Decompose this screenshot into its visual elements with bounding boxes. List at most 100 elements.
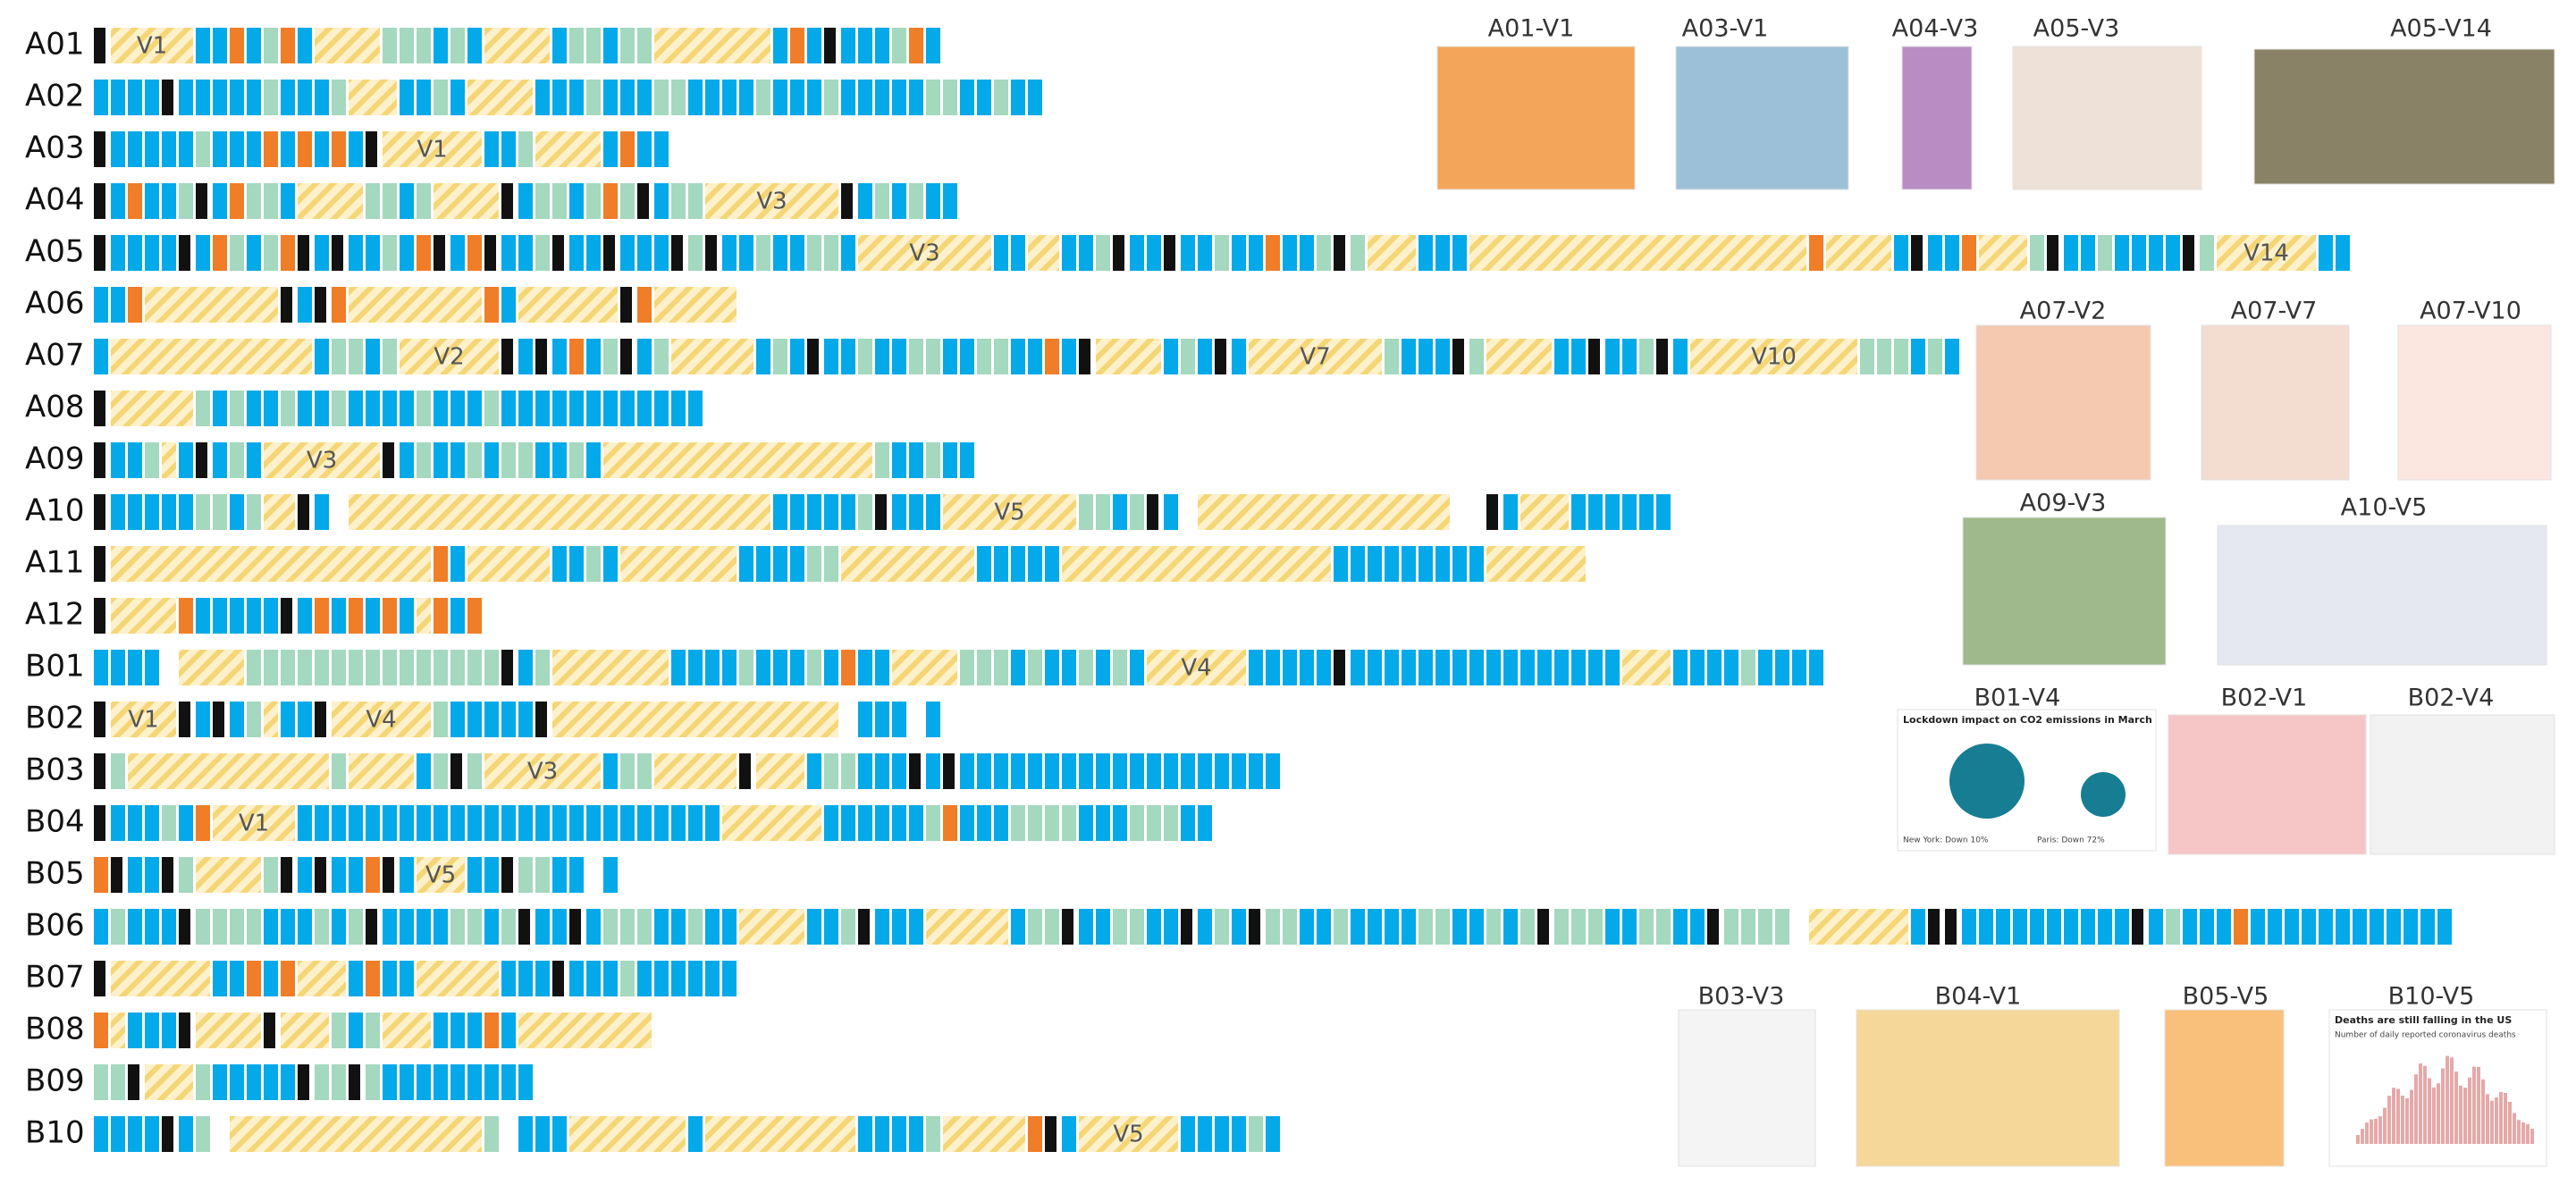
cell-blue [2285,909,2299,945]
cell-blue [620,391,635,426]
cell-blue [654,131,669,167]
thumbnail-label: B04-V1 [1935,983,2022,1011]
cell-blue [1266,753,1280,789]
row-label: A05 [25,234,85,270]
cell-blue [892,753,906,789]
cell-hatched [383,1013,431,1048]
cell-blue [603,546,618,582]
cell-blue [111,80,125,115]
cell-green [264,235,278,271]
cell-blue [552,28,567,63]
cell-blue [756,650,770,685]
cell-blue [94,650,108,685]
thumbnail-label: B02-V4 [2408,685,2495,712]
cell-blue [111,442,125,478]
cell-green [671,183,686,219]
cell-hatched [620,546,737,582]
cell-blue [875,702,889,737]
cell-green [994,650,1008,685]
cell-blue [1690,909,1705,945]
cell-blue [1605,650,1620,685]
cell-blue [230,1064,244,1100]
cell-blue [1045,546,1059,582]
cell-blue [467,805,482,841]
thumbnail-shape [1949,744,2025,819]
cell-hatched [671,339,753,374]
cell-green [434,702,448,737]
cell-black [264,1013,275,1048]
thumbnail-shape [2521,1122,2525,1144]
cell-blue [298,80,312,115]
cell-blue [892,80,906,115]
cell-blue [264,961,278,996]
cell-blue [400,442,414,478]
cell-green [1860,339,1874,374]
cell-green [467,909,482,945]
cell-blue [1266,650,1280,685]
cell-blue [654,961,669,996]
cell-blue [1232,753,1246,789]
cell-green [518,857,533,893]
cell-hatched [111,702,176,737]
cell-black [281,287,292,323]
cell-green [858,494,872,530]
cell-blue [841,235,855,271]
cell-green [1418,909,1433,945]
cell-blue [552,805,567,841]
cell-blue [2437,909,2452,945]
thumbnail-shape [2401,1096,2404,1144]
cell-blue [569,857,584,893]
cell-green [400,28,414,63]
cell-blue [230,702,244,737]
cell-blue [1181,805,1195,841]
cell-blue [145,805,159,841]
thumbnail-shape [2490,1100,2494,1144]
cell-blue [467,857,482,893]
cell-black [943,753,955,789]
cell-hatched [1622,650,1671,685]
cell-blue [366,391,380,426]
segment-label: V4 [1181,655,1211,682]
cell-orange [230,183,244,219]
cell-blue [450,1013,465,1048]
cell-hatched [1486,546,1586,582]
cell-hatched [484,28,550,63]
cell-hatched [654,287,737,323]
cell-hatched [654,753,737,789]
cell-blue [247,391,261,426]
cell-blue [2183,909,2197,945]
cell-blue [994,546,1008,582]
cell-hatched [739,909,804,945]
row-label: A11 [25,545,85,581]
cell-blue [688,961,703,996]
cell-blue [960,339,974,374]
cell-blue [2370,909,2384,945]
cell-green [247,494,261,530]
cell-blue [1045,650,1059,685]
cell-blue [688,391,703,426]
cell-blue [332,857,346,893]
thumbnail-label: A04-V3 [1892,15,1979,43]
cell-blue [2166,235,2180,271]
thumbnail-shape [2387,1096,2391,1144]
thumbnail-shape [2513,1113,2516,1144]
cell-orange [1962,235,1976,271]
row-label: B07 [25,960,85,996]
cell-blue [1402,546,1416,582]
cell-blue [535,442,550,478]
cell-blue [569,80,584,115]
cell-blue [417,753,431,789]
cell-green [586,546,601,582]
cell-blue [807,753,821,789]
cell-black [1656,339,1668,374]
cell-blue [722,235,737,271]
thumbnail-shape [2432,1087,2436,1144]
cell-orange [1266,235,1280,271]
row-label: A07 [25,338,85,374]
cell-blue [1011,546,1025,582]
cell-black [196,442,207,478]
thumbnail-shape [2468,1077,2471,1144]
cell-blue [637,131,652,167]
cell-green [1079,494,1093,530]
cell-blue [94,1116,108,1152]
